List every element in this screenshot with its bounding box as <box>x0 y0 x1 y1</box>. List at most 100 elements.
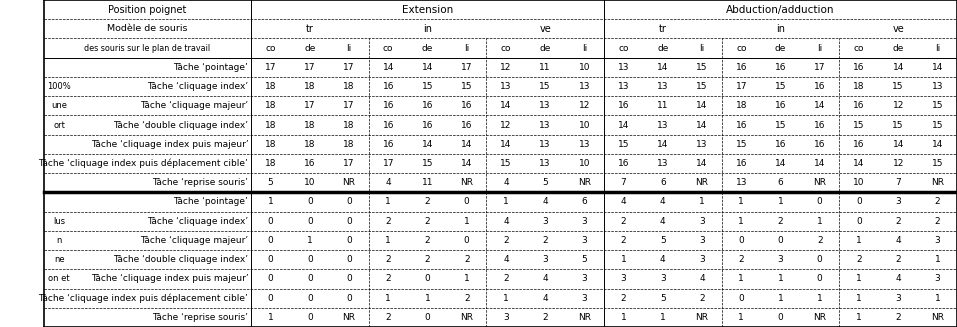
Text: 13: 13 <box>657 159 669 168</box>
Text: 16: 16 <box>304 159 316 168</box>
Text: 4: 4 <box>896 274 901 284</box>
Text: 3: 3 <box>582 236 588 245</box>
Text: 13: 13 <box>540 121 551 129</box>
Text: 2: 2 <box>503 236 509 245</box>
Text: 13: 13 <box>618 82 630 91</box>
Text: 2: 2 <box>896 255 901 264</box>
Text: 3: 3 <box>543 255 548 264</box>
Text: 5: 5 <box>543 178 548 187</box>
Text: 15: 15 <box>422 82 434 91</box>
Text: 14: 14 <box>461 159 473 168</box>
Text: 0: 0 <box>346 255 352 264</box>
Text: NR: NR <box>696 313 708 322</box>
Text: 1: 1 <box>778 274 784 284</box>
Text: li: li <box>582 43 587 53</box>
Text: 0: 0 <box>857 198 862 206</box>
Text: NR: NR <box>343 178 355 187</box>
Text: 15: 15 <box>540 82 551 91</box>
Text: 0: 0 <box>739 236 745 245</box>
Text: co: co <box>265 43 276 53</box>
Text: 3: 3 <box>700 255 705 264</box>
Text: Tâche ‘cliquage index’: Tâche ‘cliquage index’ <box>147 217 248 226</box>
Text: 18: 18 <box>265 140 277 149</box>
Text: 15: 15 <box>618 140 630 149</box>
Text: Tâche ‘cliquage index puis déplacement cible’: Tâche ‘cliquage index puis déplacement c… <box>38 159 248 168</box>
Text: Tâche ‘double cliquage index’: Tâche ‘double cliquage index’ <box>113 121 248 129</box>
Text: 13: 13 <box>501 82 512 91</box>
Text: NR: NR <box>813 178 826 187</box>
Text: 16: 16 <box>814 82 826 91</box>
Text: NR: NR <box>460 313 473 322</box>
Text: 0: 0 <box>268 236 274 245</box>
Text: 0: 0 <box>425 274 431 284</box>
Text: 15: 15 <box>461 82 473 91</box>
Text: 2: 2 <box>739 255 745 264</box>
Text: NR: NR <box>460 178 473 187</box>
Text: 1: 1 <box>739 313 745 322</box>
Text: n: n <box>56 236 62 245</box>
Text: 16: 16 <box>461 121 473 129</box>
Text: 16: 16 <box>736 121 747 129</box>
Text: 2: 2 <box>425 255 431 264</box>
Text: 1: 1 <box>857 274 862 284</box>
Text: 3: 3 <box>700 217 705 226</box>
Text: 2: 2 <box>896 313 901 322</box>
Text: Tâche ‘double cliquage index’: Tâche ‘double cliquage index’ <box>113 255 248 264</box>
Text: 2: 2 <box>896 217 901 226</box>
Text: 16: 16 <box>775 101 787 110</box>
Text: 18: 18 <box>265 159 277 168</box>
Text: 13: 13 <box>657 121 669 129</box>
Text: 16: 16 <box>854 101 865 110</box>
Text: 17: 17 <box>461 63 473 72</box>
Text: 16: 16 <box>775 63 787 72</box>
Text: 13: 13 <box>540 140 551 149</box>
Text: 0: 0 <box>817 255 823 264</box>
Text: 14: 14 <box>814 101 825 110</box>
Text: 7: 7 <box>621 178 627 187</box>
Text: 15: 15 <box>931 101 944 110</box>
Text: 1: 1 <box>857 313 862 322</box>
Text: 4: 4 <box>700 274 705 284</box>
Text: 2: 2 <box>425 236 431 245</box>
Text: 12: 12 <box>501 63 512 72</box>
Text: 17: 17 <box>344 101 355 110</box>
Text: ve: ve <box>539 24 551 34</box>
Text: Abduction/adduction: Abduction/adduction <box>726 5 835 15</box>
Text: 1: 1 <box>857 294 862 303</box>
Text: 15: 15 <box>893 82 904 91</box>
Text: NR: NR <box>813 313 826 322</box>
Text: 2: 2 <box>621 217 627 226</box>
Text: de: de <box>422 43 434 53</box>
Text: lus: lus <box>53 217 65 226</box>
Text: 4: 4 <box>543 198 548 206</box>
Text: 2: 2 <box>386 255 391 264</box>
Text: 1: 1 <box>307 236 313 245</box>
Text: 3: 3 <box>896 294 901 303</box>
Text: 17: 17 <box>736 82 747 91</box>
Text: 2: 2 <box>543 313 548 322</box>
Text: 16: 16 <box>383 82 394 91</box>
Text: 2: 2 <box>778 217 783 226</box>
Text: des souris sur le plan de travail: des souris sur le plan de travail <box>84 43 211 53</box>
Text: 17: 17 <box>383 159 394 168</box>
Text: 17: 17 <box>814 63 826 72</box>
Text: 14: 14 <box>422 140 434 149</box>
Text: li: li <box>700 43 704 53</box>
Text: 2: 2 <box>857 255 861 264</box>
Text: ve: ve <box>892 24 904 34</box>
Text: 2: 2 <box>700 294 705 303</box>
Text: 4: 4 <box>896 236 901 245</box>
Text: 4: 4 <box>503 178 509 187</box>
Text: 2: 2 <box>621 294 627 303</box>
Text: 11: 11 <box>540 63 551 72</box>
Text: 1: 1 <box>386 294 391 303</box>
Text: 2: 2 <box>386 313 391 322</box>
Text: 13: 13 <box>579 82 590 91</box>
Text: 13: 13 <box>657 82 669 91</box>
Text: 14: 14 <box>501 140 512 149</box>
Text: 14: 14 <box>893 63 903 72</box>
Text: 16: 16 <box>736 159 747 168</box>
Text: 13: 13 <box>736 178 747 187</box>
Text: 14: 14 <box>383 63 394 72</box>
Text: 2: 2 <box>425 198 431 206</box>
